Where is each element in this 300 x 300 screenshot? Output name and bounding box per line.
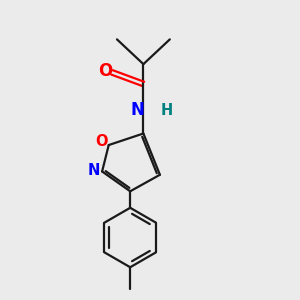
Text: O: O bbox=[98, 62, 112, 80]
Text: N: N bbox=[130, 101, 144, 119]
Text: O: O bbox=[95, 134, 108, 149]
Text: N: N bbox=[88, 163, 100, 178]
Text: H: H bbox=[160, 103, 172, 118]
